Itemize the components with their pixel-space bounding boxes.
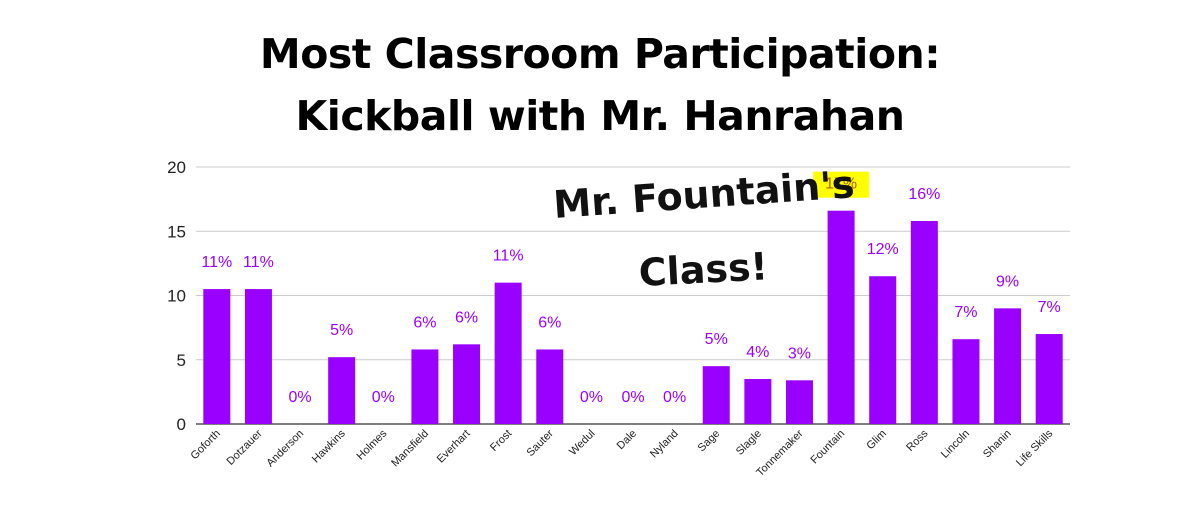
x-tick-label: Slagle — [734, 428, 764, 458]
bars — [203, 210, 1063, 424]
data-label: 9% — [996, 273, 1019, 290]
data-label: 0% — [372, 389, 395, 406]
x-tick-label: Mansfield — [389, 428, 431, 470]
chart-title-line1: Most Classroom Participation: — [259, 30, 941, 78]
x-axis-tick-labels: Goforth Dotzauer Anderson Hawkins Holmes Mans… — [189, 427, 1056, 479]
data-label: 6% — [455, 309, 478, 326]
data-label: 3% — [788, 345, 811, 362]
bar-mansfield — [411, 349, 439, 424]
bar-sauter — [536, 349, 564, 424]
y-axis-tick-labels: 0 5 10 15 20 — [167, 158, 186, 434]
data-label: 7% — [1038, 299, 1061, 316]
x-tick-label: Sauter — [524, 427, 556, 459]
data-label: 11% — [243, 254, 274, 271]
bar-lincoln — [952, 339, 980, 424]
data-label: 11% — [201, 254, 232, 271]
data-label: 0% — [663, 389, 686, 406]
x-tick-label: Ross — [904, 427, 931, 454]
bar-everhart — [453, 344, 481, 424]
data-label: 4% — [746, 344, 769, 361]
bar-shanin — [994, 308, 1022, 424]
y-tick-label: 20 — [167, 158, 186, 177]
x-tick-label: Anderson — [264, 428, 306, 470]
data-label: 6% — [538, 314, 561, 331]
x-tick-label: Shanin — [981, 428, 1014, 461]
bar-dotzauer — [244, 289, 272, 424]
x-tick-label: Frost — [488, 428, 514, 454]
data-label: 0% — [621, 389, 644, 406]
x-tick-label: Hawkins — [310, 427, 348, 465]
data-label: 0% — [580, 389, 603, 406]
x-tick-label: Lincoln — [939, 428, 972, 461]
x-tick-label: Life Skills — [1014, 427, 1056, 469]
x-tick-label: Wedul — [567, 428, 597, 458]
data-label: 0% — [288, 389, 311, 406]
chart-title-line2: Kickball with Mr. Hanrahan — [295, 92, 905, 140]
bar-life-skills — [1035, 334, 1063, 424]
data-label: 11% — [493, 248, 524, 265]
y-tick-label: 10 — [167, 287, 186, 306]
bar-tonnemaker — [785, 380, 813, 424]
x-tick-label: Dale — [615, 428, 639, 452]
x-tick-label: Sage — [696, 428, 723, 455]
x-tick-label: Glim — [864, 428, 888, 452]
x-tick-label: Nyland — [648, 428, 681, 461]
bar-fountain — [827, 210, 855, 424]
highlight-box — [813, 171, 870, 198]
bar-frost — [494, 282, 522, 424]
y-tick-label: 5 — [177, 351, 186, 370]
y-tick-label: 0 — [177, 415, 186, 434]
x-tick-label: Fountain — [808, 428, 847, 467]
bar-slagle — [744, 379, 772, 424]
data-label: 7% — [954, 304, 977, 321]
bar-sage — [702, 366, 730, 424]
bar-hawkins — [328, 357, 356, 424]
handwritten-annotation-line2: Class! — [637, 244, 769, 295]
data-label: 6% — [413, 314, 436, 331]
bar-goforth — [203, 289, 231, 424]
bar-glim — [869, 276, 897, 424]
y-tick-label: 15 — [167, 222, 186, 241]
x-tick-label: Goforth — [189, 428, 223, 462]
data-label: 5% — [705, 331, 728, 348]
bar-ross — [910, 220, 938, 424]
data-label: 5% — [330, 322, 353, 339]
data-labels: 11% 11% 0% 5% 0% 6% 6% 11% 6% 0% 0% 0% 5% 4% 3% 17% 12% 1… — [201, 171, 1061, 406]
data-label: 17% — [825, 176, 857, 193]
x-tick-label: Dotzauer — [224, 427, 264, 467]
data-label: 16% — [908, 186, 940, 203]
data-label: 12% — [867, 241, 899, 258]
x-tick-label: Holmes — [355, 427, 390, 462]
x-tick-label: Everhart — [435, 428, 473, 466]
